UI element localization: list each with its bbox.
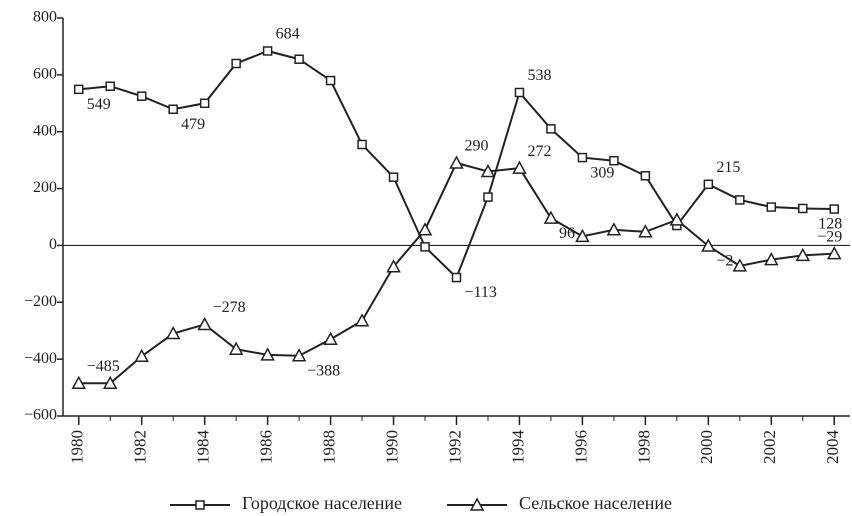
- x-tick-label: 2000: [697, 430, 716, 464]
- x-tick-label: 1982: [131, 430, 150, 464]
- point-marker: [197, 316, 212, 331]
- point-marker: [388, 172, 399, 182]
- point-marker: [294, 54, 304, 64]
- point-marker: [71, 375, 87, 390]
- y-tick-label: 0: [49, 236, 57, 253]
- point-marker: [514, 87, 525, 98]
- point-marker: [260, 347, 275, 361]
- data-label: 479: [181, 116, 205, 133]
- point-marker: [735, 195, 745, 205]
- data-label: 96: [559, 225, 575, 242]
- point-marker: [609, 155, 619, 166]
- x-tick-label: 1984: [194, 430, 213, 465]
- point-marker: [134, 348, 149, 363]
- point-marker: [325, 75, 336, 86]
- y-tick-label: 400: [33, 122, 57, 139]
- point-marker: [669, 212, 685, 226]
- point-marker: [262, 46, 273, 56]
- point-marker: [136, 91, 147, 101]
- point-marker: [386, 259, 401, 273]
- x-tick-label: 1988: [319, 430, 338, 464]
- data-label: 538: [527, 67, 551, 84]
- point-marker: [105, 81, 115, 91]
- data-label: 128: [818, 216, 842, 233]
- x-tick-label: 2004: [823, 430, 842, 465]
- point-marker: [449, 155, 464, 169]
- point-marker: [291, 348, 307, 362]
- y-tick-label: 600: [33, 66, 57, 83]
- x-tick-label: 1998: [634, 430, 653, 464]
- y-tick-label: −200: [24, 293, 57, 310]
- legend-label: Сельское население: [519, 493, 672, 513]
- data-label: −29: [817, 228, 842, 245]
- x-tick-label: 1992: [445, 430, 464, 464]
- y-tick-label: −600: [24, 407, 57, 424]
- point-marker: [483, 192, 493, 202]
- data-label: 684: [276, 26, 300, 43]
- y-tick-label: −400: [24, 350, 57, 367]
- point-marker: [165, 325, 181, 340]
- data-label: −388: [307, 362, 340, 379]
- data-label: −278: [213, 299, 246, 316]
- point-marker: [228, 341, 244, 355]
- point-marker: [766, 202, 777, 212]
- data-label: 309: [590, 164, 614, 181]
- y-tick-label: 800: [33, 9, 57, 26]
- point-marker: [829, 204, 840, 214]
- point-marker: [703, 179, 714, 190]
- x-tick-label: 1986: [257, 430, 276, 464]
- point-marker: [795, 247, 811, 262]
- point-marker: [420, 242, 430, 252]
- point-marker: [102, 375, 118, 390]
- point-marker: [640, 171, 651, 181]
- x-tick-label: 1996: [571, 430, 590, 464]
- point-marker: [546, 124, 556, 134]
- point-marker: [357, 139, 367, 150]
- point-marker: [73, 84, 84, 95]
- data-label: −113: [465, 284, 497, 301]
- point-marker: [826, 246, 842, 260]
- point-marker: [168, 104, 178, 115]
- point-marker: [231, 58, 241, 69]
- x-tick-label: 1994: [508, 430, 527, 465]
- point-marker: [543, 210, 559, 224]
- point-marker: [606, 222, 622, 236]
- point-marker: [764, 252, 779, 266]
- point-marker: [512, 160, 527, 174]
- data-label: 215: [716, 159, 740, 176]
- x-tick-label: 1980: [68, 430, 87, 464]
- point-marker: [480, 163, 496, 178]
- point-marker: [577, 152, 588, 163]
- point-marker: [354, 313, 370, 327]
- legend-marker: [195, 500, 205, 510]
- point-marker: [638, 224, 653, 238]
- point-marker: [798, 203, 808, 214]
- data-label: −2: [716, 253, 733, 270]
- point-marker: [323, 331, 338, 345]
- point-marker: [199, 98, 210, 109]
- point-marker: [575, 228, 590, 243]
- data-label: 549: [87, 96, 111, 113]
- x-tick-label: 2002: [760, 430, 779, 464]
- point-marker: [451, 272, 462, 283]
- y-tick-label: 200: [33, 179, 57, 196]
- data-label: −485: [87, 358, 120, 375]
- data-label: 272: [527, 143, 551, 160]
- x-tick-label: 1990: [382, 430, 401, 464]
- point-marker: [732, 258, 748, 272]
- legend-marker: [469, 497, 485, 511]
- point-marker: [701, 238, 716, 252]
- data-label: 290: [465, 138, 489, 155]
- legend-label: Городское население: [242, 493, 402, 513]
- point-marker: [417, 222, 433, 236]
